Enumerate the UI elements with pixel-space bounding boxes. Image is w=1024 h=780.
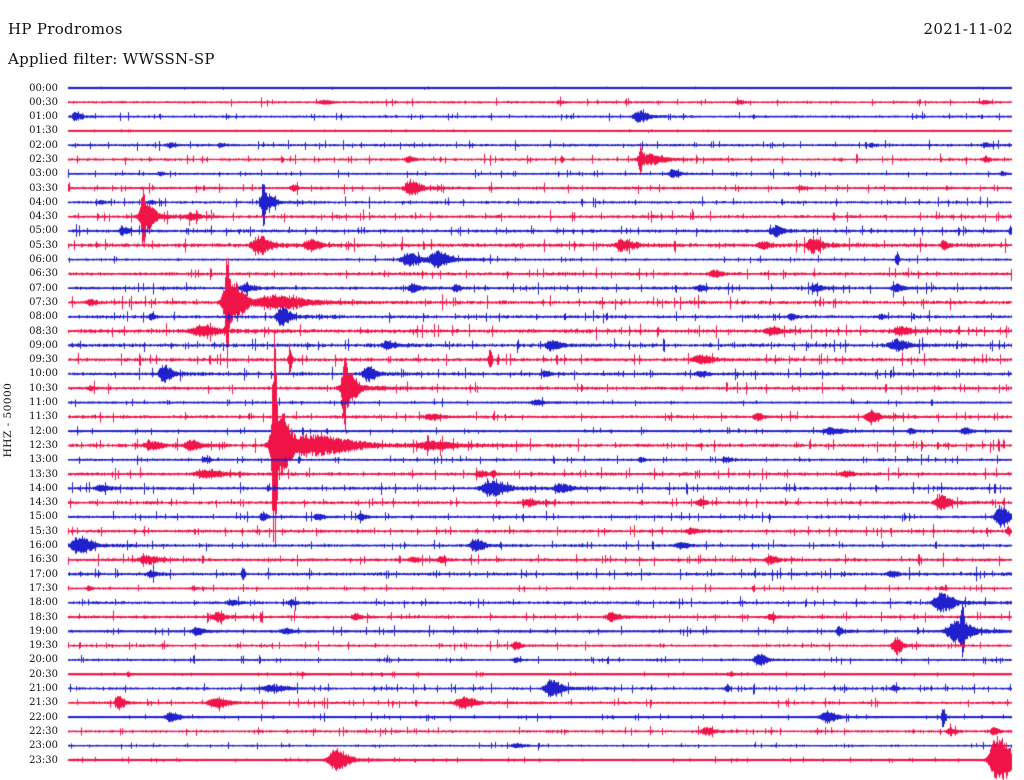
station-title: HP Prodromos xyxy=(8,20,123,38)
time-label: 11:00 xyxy=(29,397,58,409)
time-label: 12:00 xyxy=(29,425,58,437)
time-label: 19:30 xyxy=(29,640,58,652)
time-label: 15:30 xyxy=(29,525,58,537)
time-label: 13:30 xyxy=(29,468,58,480)
time-label: 21:00 xyxy=(29,683,58,694)
time-label: 06:00 xyxy=(29,254,58,266)
time-label: 17:30 xyxy=(29,582,58,594)
time-label: 17:00 xyxy=(29,568,58,580)
time-label: 10:00 xyxy=(29,368,58,380)
time-label: 07:30 xyxy=(29,296,58,308)
time-label: 05:00 xyxy=(29,225,58,237)
time-label: 20:00 xyxy=(29,654,58,666)
time-label: 04:00 xyxy=(29,196,58,208)
time-label: 08:30 xyxy=(29,325,58,337)
time-label: 22:30 xyxy=(29,725,58,737)
time-label: 09:30 xyxy=(29,354,58,366)
time-label: 02:30 xyxy=(29,153,58,165)
filter-label: Applied filter: WWSSN-SP xyxy=(8,50,215,68)
time-label: 19:00 xyxy=(29,625,58,637)
time-label: 10:30 xyxy=(29,382,58,394)
time-label: 16:00 xyxy=(29,540,58,552)
time-label: 07:00 xyxy=(29,282,58,294)
time-label: 00:00 xyxy=(29,82,58,94)
time-label: 18:30 xyxy=(29,611,58,623)
time-label: 21:30 xyxy=(29,697,58,709)
time-label: 23:30 xyxy=(29,754,58,766)
time-label: 20:30 xyxy=(29,668,58,680)
time-label: 09:00 xyxy=(29,339,58,351)
time-label: 02:00 xyxy=(29,139,58,151)
time-label: 16:30 xyxy=(29,554,58,566)
time-label: 01:00 xyxy=(29,111,58,123)
time-label: 18:00 xyxy=(29,597,58,609)
time-label: 13:00 xyxy=(29,454,58,466)
time-label: 03:30 xyxy=(29,182,58,194)
time-label: 12:30 xyxy=(29,439,58,451)
plot-date: 2021-11-02 xyxy=(923,20,1013,38)
time-label: 05:30 xyxy=(29,239,58,251)
time-label: 03:00 xyxy=(29,168,58,180)
time-label: 22:00 xyxy=(29,711,58,723)
time-label: 08:00 xyxy=(29,311,58,323)
time-label: 14:30 xyxy=(29,497,58,509)
time-label: 01:30 xyxy=(29,125,58,137)
time-label: 11:30 xyxy=(29,411,58,423)
time-label: 04:30 xyxy=(29,211,58,223)
time-label: 14:00 xyxy=(29,482,58,494)
time-label: 00:30 xyxy=(29,96,58,108)
time-label: 06:30 xyxy=(29,268,58,280)
time-label: 23:00 xyxy=(29,740,58,752)
time-label: 15:00 xyxy=(29,511,58,523)
